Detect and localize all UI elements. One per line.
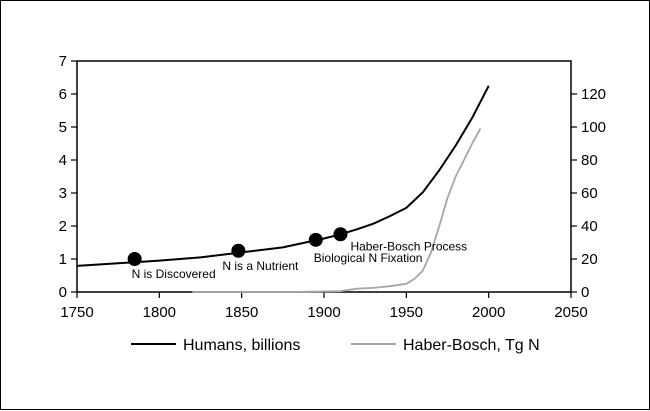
y-left-tick-label: 0 — [59, 284, 67, 301]
y-right-tick-label: 20 — [581, 251, 598, 268]
y-right-tick-label: 120 — [581, 86, 606, 103]
y-right-tick-label: 100 — [581, 119, 606, 136]
annotation-label: N is Discovered — [132, 267, 216, 281]
x-tick-label: 1800 — [143, 304, 176, 321]
x-tick-label: 1900 — [307, 304, 340, 321]
x-tick-label: 2000 — [472, 304, 505, 321]
y-axis-left-ticks: 0 1 2 3 4 5 6 7 — [59, 53, 77, 301]
legend-label: Humans, billions — [183, 337, 300, 354]
annotation-marker — [127, 252, 142, 266]
annotation-marker — [231, 243, 246, 258]
y-right-tick-label: 80 — [581, 152, 598, 169]
y-left-tick-label: 3 — [59, 185, 67, 202]
y-left-tick-label: 7 — [59, 53, 67, 70]
annotation-label: N is a Nutrient — [222, 259, 299, 273]
legend-label: Haber-Bosch, Tg N — [403, 337, 540, 354]
x-tick-label: 2050 — [554, 304, 587, 321]
y-left-tick-label: 1 — [59, 251, 67, 268]
annotation-marker — [333, 227, 348, 242]
series-line-1 — [192, 128, 482, 293]
y-left-tick-label: 5 — [59, 119, 67, 136]
y-left-tick-label: 4 — [59, 152, 67, 169]
annotation-label: Haber-Bosch Process — [350, 239, 467, 253]
y-left-tick-label: 2 — [59, 218, 67, 235]
x-tick-label: 1950 — [390, 304, 423, 321]
x-axis-ticks: 1750 1800 1850 1900 1950 2000 2050 — [60, 292, 588, 321]
y-right-tick-label: 40 — [581, 218, 598, 235]
y-left-tick-label: 6 — [59, 86, 67, 103]
x-tick-label: 1750 — [60, 304, 93, 321]
x-tick-label: 1850 — [225, 304, 258, 321]
series-line-0 — [76, 85, 490, 267]
series-lines — [76, 85, 490, 293]
y-right-tick-label: 0 — [581, 284, 589, 301]
annotations: N is Discovered N is a Nutrient Biological… — [127, 227, 467, 281]
y-axis-right-ticks: 0 20 40 60 80 100 120 — [571, 86, 606, 301]
annotation-label: Biological N Fixation — [314, 251, 423, 265]
y-right-tick-label: 60 — [581, 185, 598, 202]
annotation-marker — [308, 232, 323, 247]
legend: Humans, billions Haber-Bosch, Tg N — [131, 337, 540, 354]
